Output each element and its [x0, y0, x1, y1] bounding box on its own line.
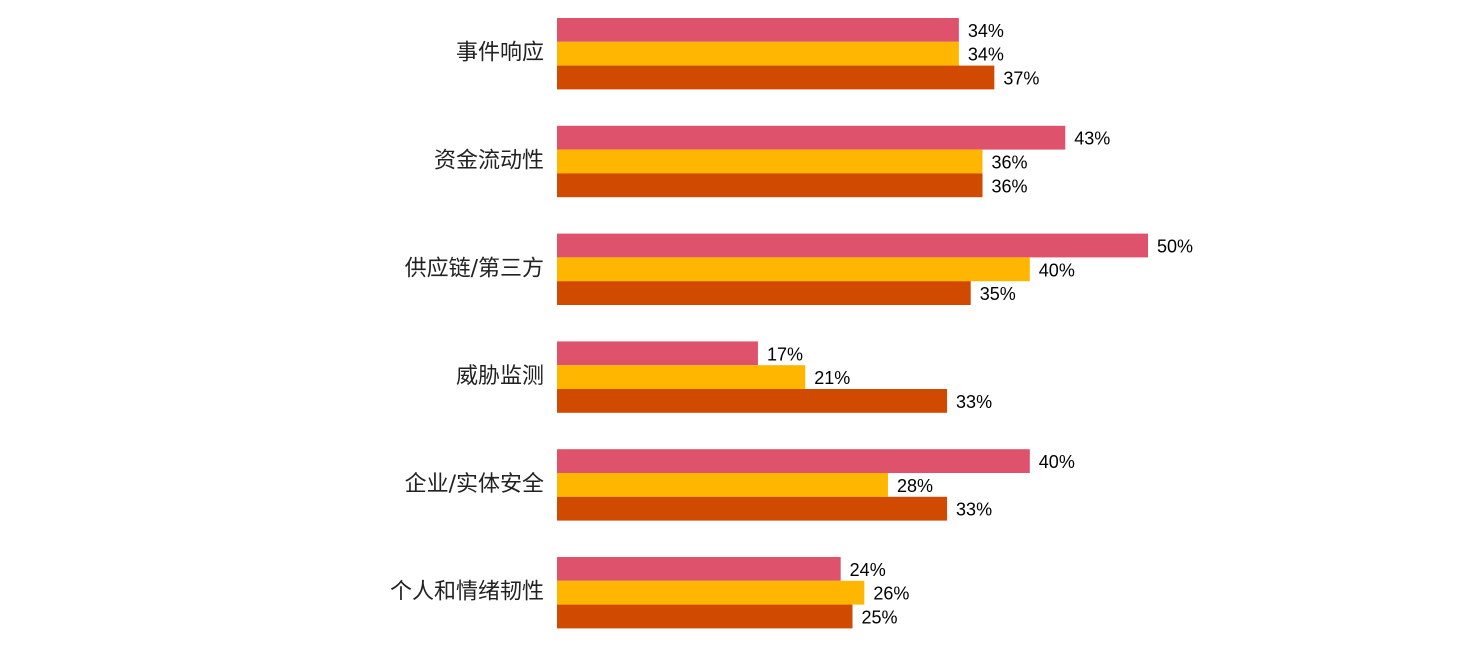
bar: [557, 173, 983, 198]
data-label: 34%: [968, 21, 1004, 41]
bar: [557, 365, 806, 389]
bar: [557, 18, 959, 42]
category-label: 威胁监测: [456, 364, 544, 389]
category-label: 企业/实体安全: [405, 472, 544, 497]
data-label: 34%: [968, 45, 1004, 65]
data-label: 40%: [1039, 260, 1075, 280]
bar: [557, 281, 971, 305]
bar: [557, 257, 1030, 282]
data-label: 17%: [767, 344, 803, 364]
bar: [557, 65, 995, 90]
data-label: 25%: [862, 608, 898, 628]
data-label: 36%: [992, 153, 1028, 173]
data-label: 28%: [897, 476, 933, 496]
bar: [557, 341, 758, 366]
bar: [557, 389, 948, 413]
bar: [557, 580, 865, 605]
bar: [557, 149, 983, 174]
bar: [557, 41, 959, 66]
data-label: 40%: [1039, 452, 1075, 472]
data-label: 36%: [992, 176, 1028, 196]
bar: [557, 496, 948, 521]
category-label: 个人和情绪韧性: [390, 580, 544, 605]
bar: [557, 473, 888, 497]
category-label: 事件响应: [456, 41, 544, 66]
bar: [557, 604, 853, 629]
data-label: 33%: [956, 500, 992, 520]
bar: [557, 125, 1066, 150]
bar: [557, 557, 841, 581]
bar: [557, 233, 1148, 258]
data-label: 24%: [850, 560, 886, 580]
data-label: 50%: [1157, 237, 1193, 257]
data-label: 33%: [956, 392, 992, 412]
data-label: 26%: [873, 584, 909, 604]
data-label: 21%: [814, 368, 850, 388]
data-label: 43%: [1074, 129, 1110, 149]
data-label: 37%: [1003, 69, 1039, 89]
bar: [557, 449, 1030, 473]
category-label: 供应链/第三方: [405, 256, 544, 281]
data-label: 35%: [980, 284, 1016, 304]
category-label: 资金流动性: [434, 149, 544, 174]
